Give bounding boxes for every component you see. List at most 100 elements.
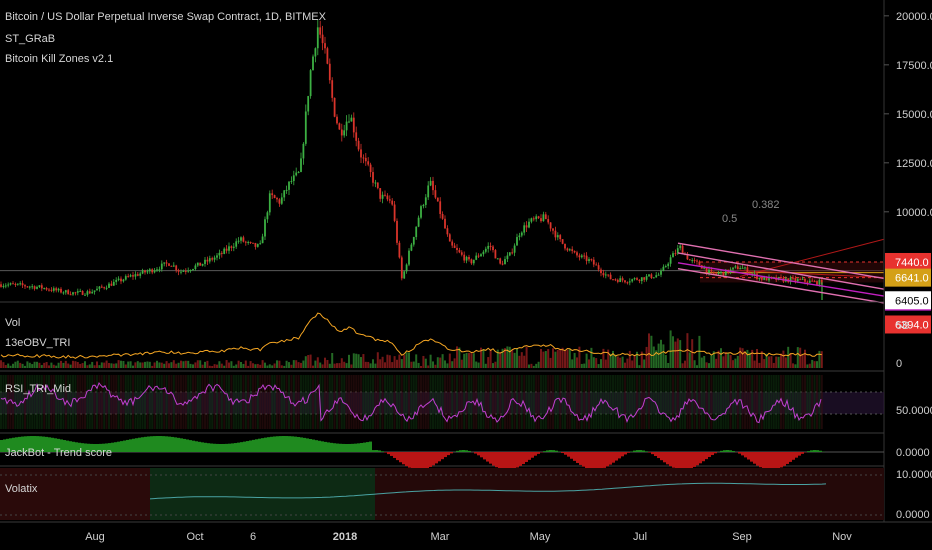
- volume-bar: [12, 363, 14, 368]
- volume-bar: [204, 361, 206, 368]
- rsi-bg-bar: [816, 375, 818, 429]
- candle-body: [74, 292, 77, 294]
- trend-bar: [402, 452, 405, 465]
- candle-body: [4, 285, 7, 287]
- volume-bar: [276, 360, 278, 368]
- candle-body: [741, 267, 744, 269]
- candle-body: [607, 274, 610, 276]
- candle-body: [340, 129, 343, 136]
- volume-bar: [552, 348, 554, 368]
- candle-body: [31, 286, 34, 288]
- volume-bar: [612, 350, 614, 368]
- volume-bar: [220, 363, 223, 368]
- volume-bar: [645, 346, 648, 368]
- price-tag-box: [885, 315, 931, 334]
- rsi-bg-bar: [384, 375, 386, 429]
- trend-bar: [354, 443, 357, 452]
- volume-bar: [283, 365, 286, 368]
- volume-bar: [583, 363, 586, 368]
- candle-body: [388, 199, 391, 201]
- volume-bar: [746, 349, 749, 368]
- volume-bar: [588, 359, 590, 368]
- volume-bar: [403, 355, 406, 368]
- rsi-bg-bar: [100, 375, 103, 429]
- candle-body: [194, 265, 197, 269]
- jackbot-ytick: 0.0000: [896, 447, 930, 459]
- rsi-bg-bar: [410, 375, 413, 429]
- trend-bar: [720, 450, 723, 452]
- candle-body: [499, 258, 502, 264]
- volume-bar: [547, 349, 550, 368]
- volume-bar: [520, 352, 523, 368]
- candle-body: [511, 252, 514, 254]
- candle-body: [672, 253, 674, 258]
- candle-body: [463, 254, 466, 261]
- candle-body: [280, 197, 283, 204]
- volume-bar: [398, 354, 401, 368]
- candle-body: [415, 226, 418, 237]
- rsi-bg-bar: [722, 375, 725, 429]
- trend-bar: [309, 438, 312, 452]
- rsi-bg-bar: [700, 375, 703, 429]
- rsi-bg-bar: [396, 375, 398, 429]
- y-tick-label: 10000.0: [896, 207, 932, 219]
- indicator-label-kill-zones: Bitcoin Kill Zones v2.1: [5, 53, 113, 65]
- rsi-bg-bar: [81, 375, 84, 429]
- volume-bar: [237, 360, 240, 368]
- candle-body: [112, 281, 115, 286]
- volume-bar: [64, 360, 67, 368]
- volume-bar: [501, 348, 504, 368]
- volume-bar: [628, 350, 631, 368]
- candle-body: [475, 255, 478, 260]
- candle-body: [736, 266, 739, 270]
- candle-body: [643, 277, 646, 280]
- trend-bar: [288, 436, 291, 452]
- candle-body: [597, 265, 600, 270]
- volume-bar: [796, 347, 799, 368]
- rsi-bg-bar: [412, 375, 415, 429]
- volume-bar: [451, 361, 454, 368]
- trend-bar: [729, 450, 732, 452]
- rsi-bg-bar: [108, 375, 110, 429]
- volume-bar: [513, 352, 516, 368]
- trend-bar: [753, 452, 756, 464]
- volume-bar: [24, 365, 26, 368]
- volume-bar: [712, 351, 715, 368]
- rsi-bg-bar: [712, 375, 715, 429]
- rsi-bg-bar: [88, 375, 91, 429]
- candle-body: [271, 193, 274, 196]
- rsi-bg-bar: [770, 375, 773, 429]
- trend-bar: [810, 450, 813, 452]
- pane-label-vol: Vol: [5, 317, 20, 329]
- rsi-bg-bar: [768, 375, 770, 429]
- rsi-bg-bar: [439, 375, 442, 429]
- candle-body: [698, 261, 701, 266]
- volume-bar: [45, 362, 48, 368]
- volume-bar: [273, 363, 276, 368]
- rsi-bg-bar: [664, 375, 667, 429]
- rsi-bg-bar: [151, 375, 154, 429]
- trend-bar: [222, 443, 225, 452]
- volume-bar: [350, 364, 353, 368]
- volume-bar: [156, 360, 158, 368]
- volume-bar: [775, 356, 778, 368]
- volume-bar: [780, 353, 782, 368]
- candle-body: [669, 257, 672, 264]
- candle-body: [247, 241, 250, 243]
- rsi-bg-bar: [40, 375, 43, 429]
- candle-body: [756, 273, 758, 280]
- volume-bar: [590, 347, 593, 368]
- rsi-bg-bar: [451, 375, 454, 429]
- trend-bar: [87, 443, 90, 452]
- volume-bar: [439, 357, 442, 368]
- candle-body: [540, 218, 542, 222]
- rsi-bg-bar: [110, 375, 113, 429]
- volume-bar: [148, 361, 151, 368]
- volume-bar: [741, 348, 744, 368]
- candle-body: [554, 230, 557, 238]
- volume-bar: [748, 352, 751, 368]
- rsi-bg-bar: [24, 375, 26, 429]
- volume-bar: [468, 352, 470, 368]
- rsi-bg-bar: [600, 375, 602, 429]
- volume-bar: [412, 361, 415, 368]
